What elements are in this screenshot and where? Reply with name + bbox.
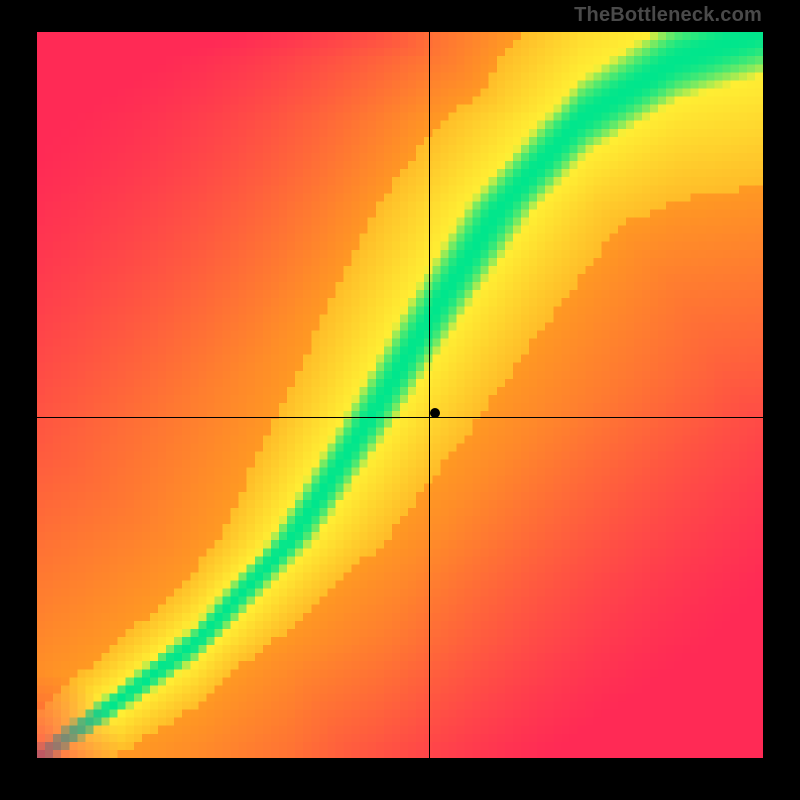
data-point-marker — [430, 408, 440, 418]
bottleneck-heatmap — [37, 32, 763, 758]
crosshair-vertical — [429, 32, 430, 758]
attribution-text: TheBottleneck.com — [574, 4, 762, 27]
page-root: TheBottleneck.com — [0, 0, 800, 800]
crosshair-horizontal — [37, 417, 763, 418]
plot-area — [37, 32, 763, 758]
